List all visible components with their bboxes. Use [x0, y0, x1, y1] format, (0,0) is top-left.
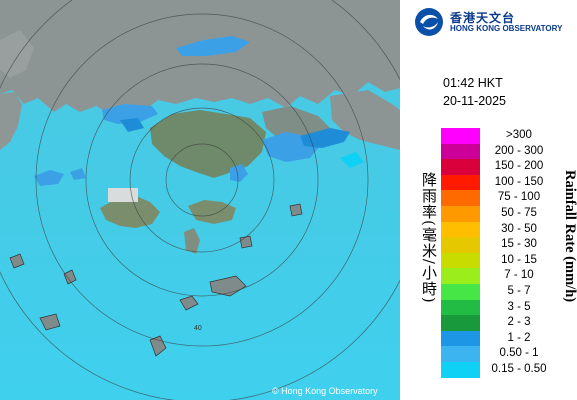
legend-bin-label: 10 - 15: [501, 253, 537, 266]
legend-bin-label: 150 - 200: [494, 160, 544, 173]
east-land: [330, 90, 400, 150]
legend-swatch: [441, 299, 480, 316]
legend-swatch: [441, 237, 480, 253]
hk-island-land: [188, 200, 236, 224]
range-ring: [165, 143, 239, 217]
radar-map[interactable]: 40 © Hong Kong Observatory: [0, 0, 400, 400]
mainland-land: [0, 0, 400, 114]
legend-swatches: [441, 128, 480, 378]
rain-echo: [230, 164, 248, 182]
observation-date: 20-11-2025: [443, 94, 507, 108]
copyright-text: © Hong Kong Observatory: [272, 386, 378, 396]
legend-swatch: [441, 190, 480, 206]
legend-labels: >300 200 - 300 150 - 200 100 - 150 75 - 100 5…: [480, 128, 558, 378]
legend-swatch: [441, 128, 480, 144]
lamma-land: [184, 228, 200, 254]
legend-bin-label: 200 - 300: [494, 144, 544, 157]
legend-bin-label: 50 - 75: [501, 206, 537, 219]
rain-echo: [176, 36, 250, 56]
legend-swatch: [441, 361, 480, 378]
hko-logo-icon: [415, 8, 443, 36]
org-name-zh: 香港天文台: [450, 11, 516, 25]
legend-swatch: [441, 330, 480, 347]
rain-echo: [34, 170, 64, 186]
org-name-en: HONG KONG OBSERVATORY: [450, 24, 563, 33]
legend-swatch: [441, 268, 480, 284]
legend-bin-label: 3 - 5: [507, 300, 531, 313]
rain-echo: [300, 128, 350, 148]
island: [63, 269, 77, 285]
legend-bin-label: 0.50 - 1: [499, 347, 539, 360]
island: [289, 203, 303, 217]
legend-bin-label: 100 - 150: [494, 175, 544, 188]
legend-bin-label: 2 - 3: [507, 316, 531, 329]
legend-swatch: [441, 143, 480, 160]
rain-echo: [70, 168, 86, 180]
legend-swatch: [441, 315, 480, 331]
legend-bin-label: 0.15 - 0.50: [491, 362, 547, 375]
legend-swatch: [441, 205, 480, 222]
legend-bin-label: 15 - 30: [501, 238, 537, 251]
legend-swatch: [441, 221, 480, 238]
legend-bin-label: 75 - 100: [497, 191, 541, 204]
legend-bin-label: 5 - 7: [507, 284, 531, 297]
island: [39, 313, 61, 331]
legend-title-en: Rainfall Rate (mm/h): [562, 170, 577, 303]
legend-swatch: [441, 174, 480, 191]
observation-time: 01:42 HKT: [443, 76, 503, 90]
airport-land: [108, 188, 138, 202]
western-land-2: [0, 30, 34, 78]
rain-echo: [120, 118, 144, 132]
legend-bin-label: 1 - 2: [507, 331, 531, 344]
legend-bin-label: 7 - 10: [504, 269, 534, 282]
range-ring: [35, 13, 369, 347]
legend-swatch: [441, 252, 480, 269]
lantau-land: [100, 196, 160, 228]
legend-swatch: [441, 283, 480, 300]
range-ring-label: 40: [194, 325, 202, 332]
new-territories-land: [150, 110, 266, 178]
info-panel: 香港天文台 HONG KONG OBSERVATORY 01:42 HKT 20…: [400, 0, 577, 400]
legend-swatch: [441, 346, 480, 362]
legend-title-zh: 降雨率(毫米/小時): [420, 172, 438, 304]
island: [9, 253, 25, 269]
rain-echo: [340, 152, 364, 168]
island: [179, 295, 199, 311]
legend-bin-label: 30 - 50: [501, 222, 537, 235]
western-land: [0, 92, 22, 150]
range-ring: [85, 63, 319, 297]
rain-echo: [102, 104, 158, 124]
island: [209, 275, 247, 297]
legend-bin-label: >300: [506, 129, 532, 141]
range-ring: [129, 107, 275, 253]
island: [239, 235, 253, 249]
legend-swatch: [441, 159, 480, 175]
